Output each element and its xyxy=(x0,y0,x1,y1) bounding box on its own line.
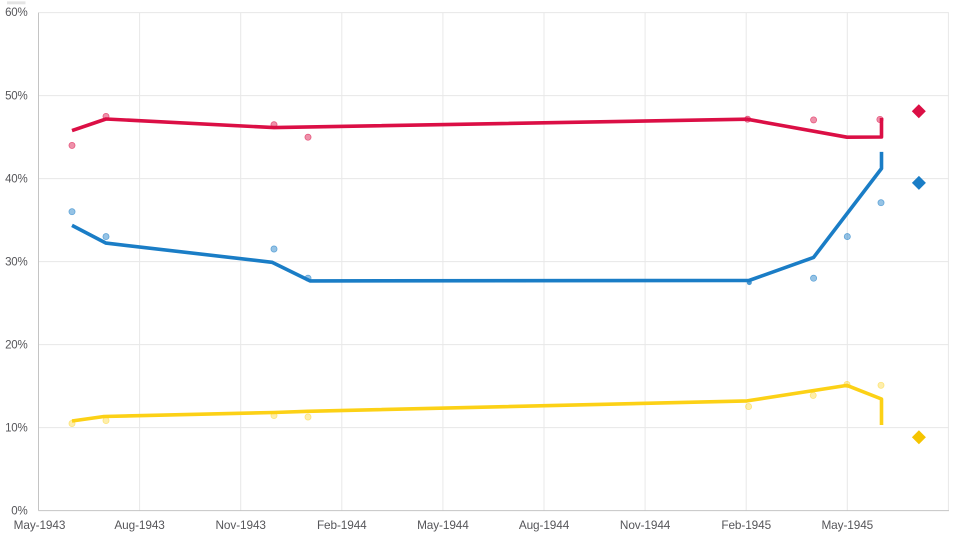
svg-text:May-1944: May-1944 xyxy=(417,518,469,532)
svg-text:Aug-1944: Aug-1944 xyxy=(519,518,570,532)
svg-text:May-1943: May-1943 xyxy=(14,518,66,532)
svg-text:Nov-1944: Nov-1944 xyxy=(620,518,671,532)
svg-text:Feb-1944: Feb-1944 xyxy=(317,518,367,532)
svg-text:May-1945: May-1945 xyxy=(821,518,873,532)
svg-text:60%: 60% xyxy=(5,7,27,19)
svg-text:50%: 50% xyxy=(5,91,27,103)
svg-text:Aug-1943: Aug-1943 xyxy=(114,518,165,532)
svg-text:Nov-1943: Nov-1943 xyxy=(216,518,267,532)
svg-text:10%: 10% xyxy=(5,423,27,435)
svg-text:40%: 40% xyxy=(5,174,27,186)
svg-text:Feb-1945: Feb-1945 xyxy=(721,518,771,532)
svg-text:20%: 20% xyxy=(5,340,27,352)
svg-text:0%: 0% xyxy=(11,506,27,518)
svg-text:30%: 30% xyxy=(5,257,27,269)
